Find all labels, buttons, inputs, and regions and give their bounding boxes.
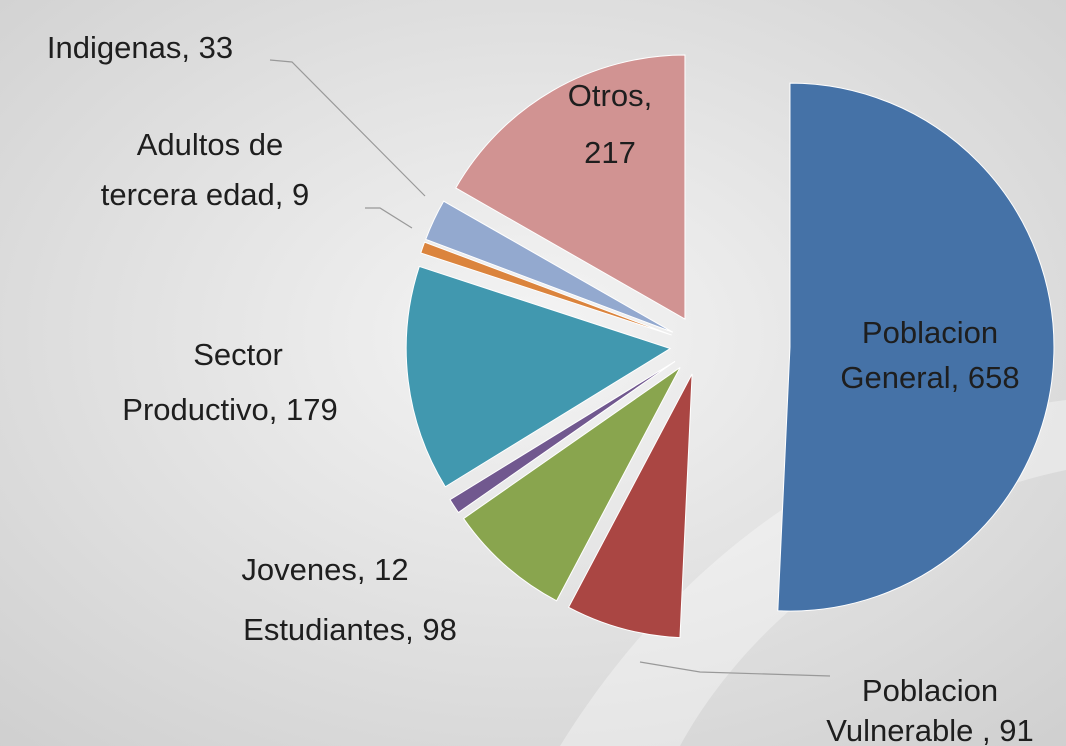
data-label: Sector [193,337,283,372]
pie-slice [405,265,672,488]
data-label: tercera edad, 9 [101,177,310,212]
data-label: Productivo, 179 [122,392,337,427]
leader-line [269,59,426,197]
pie-slice [777,82,1055,612]
data-label: Indigenas, 33 [47,30,233,65]
data-label: Adultos de [137,127,284,162]
pie-slice [462,367,681,602]
data-label: General, 658 [840,360,1019,395]
pie-slice [567,373,693,639]
labels: Poblacion General, 658 Poblacion Vulnerable… [47,30,1034,746]
data-label: Poblacion [862,673,998,708]
slices [405,54,1055,639]
pie-slice [420,241,672,336]
pie-slice [425,200,674,333]
data-label: Otros, [568,78,652,113]
leader-line [365,207,413,229]
data-label: Poblacion [862,315,998,350]
data-label: Jovenes, 12 [241,552,408,587]
data-label: 217 [584,135,636,170]
pie-slice [455,54,686,320]
data-label: Estudiantes, 98 [243,612,457,647]
data-label: Vulnerable , 91 [826,713,1033,746]
pie-slice [449,361,676,514]
leader-line [639,661,831,677]
